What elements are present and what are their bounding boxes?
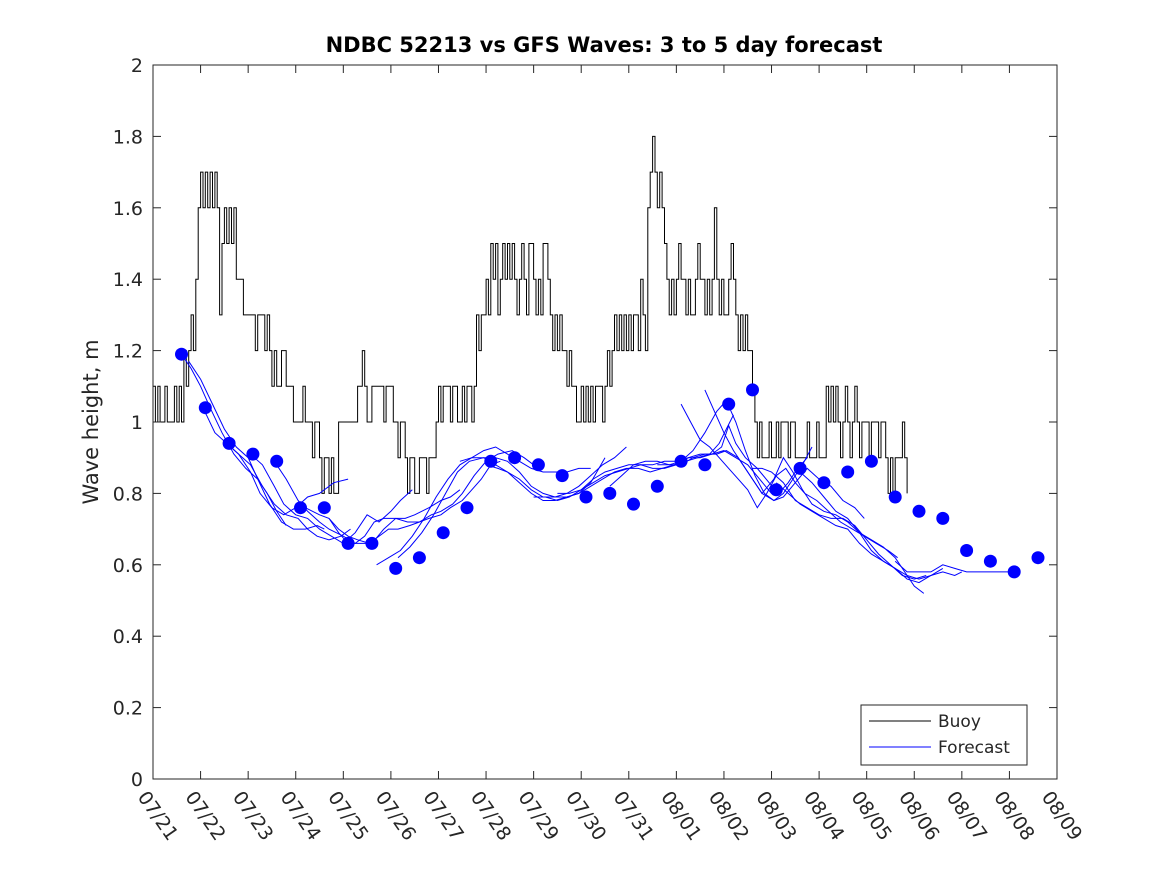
forecast-line [376,446,591,566]
y-tick-label: 0.2 [113,698,143,720]
y-tick-label: 0.8 [113,483,143,505]
forecast-marker [674,454,688,468]
forecast-marker [722,397,736,411]
forecast-marker [817,476,831,490]
y-tick-label: 1.6 [113,198,143,220]
forecast-marker [412,551,426,565]
forecast-marker [365,536,379,550]
forecast-marker [508,451,522,465]
forecast-marker [460,501,474,515]
forecast-line [485,414,734,501]
y-axis: 0 0.2 0.4 0.6 0.8 1 1.2 1.4 1.6 1.8 2 [113,55,1057,791]
forecast-line [775,482,944,580]
forecast-marker [246,447,260,461]
forecast-marker [579,490,593,504]
y-tick-label: 1 [131,412,143,434]
legend-box [860,704,1028,766]
forecast-marker [888,490,902,504]
forecast-marker [270,454,284,468]
forecast-marker [793,461,807,475]
buoy-line [153,135,908,494]
forecast-marker [341,536,355,550]
forecast-marker [627,497,640,511]
y-tick-label: 2 [131,55,143,77]
forecast-marker [317,501,331,515]
forecast-marker [698,458,712,472]
forecast-line [609,446,813,502]
forecast-marker [294,501,307,515]
y-tick-label: 1.2 [113,341,143,363]
legend-label-buoy: Buoy [938,712,981,732]
forecast-marker [960,544,974,557]
forecast-marker [1031,551,1045,565]
y-tick-label: 0.6 [113,555,143,577]
y-tick-label: 1.8 [113,126,143,148]
forecast-line [305,460,501,544]
legend-label-forecast: Forecast [938,738,1010,758]
forecast-line [328,450,534,544]
forecast-marker [746,383,759,397]
forecast-line [680,403,898,559]
forecast-marker [484,454,498,468]
forecast-marker [198,401,212,415]
forecast-line [181,353,287,526]
forecast-marker [1007,565,1021,579]
forecast-marker [603,486,617,500]
forecast-line [799,471,963,584]
forecast-line [226,443,351,541]
forecast-marker [650,479,664,493]
forecast-marker [531,458,545,472]
forecast-marker [841,465,855,479]
y-axis-title: Wave height, m [79,339,103,504]
series-layer [153,135,1045,594]
forecast-marker [864,454,878,468]
forecast-line [894,560,1010,573]
forecast-marker [389,561,403,575]
y-tick-label: 0 [131,769,143,791]
forecast-marker [222,436,236,450]
y-tick-label: 1.4 [113,269,143,291]
forecast-marker [175,347,188,361]
forecast-marker [436,526,450,540]
forecast-marker [769,483,783,497]
forecast-marker [912,504,926,518]
forecast-line [533,450,772,502]
forecast-line [250,453,413,545]
forecast-line [188,361,325,530]
forecast-line [704,389,925,594]
chart-title: NDBC 52213 vs GFS Waves: 3 to 5 day fore… [326,33,883,57]
y-tick-label: 0.4 [113,626,143,648]
forecast-marker [936,511,950,525]
legend: Buoy Forecast [860,704,1028,766]
forecast-marker [983,554,997,568]
forecast-marker [555,469,569,483]
